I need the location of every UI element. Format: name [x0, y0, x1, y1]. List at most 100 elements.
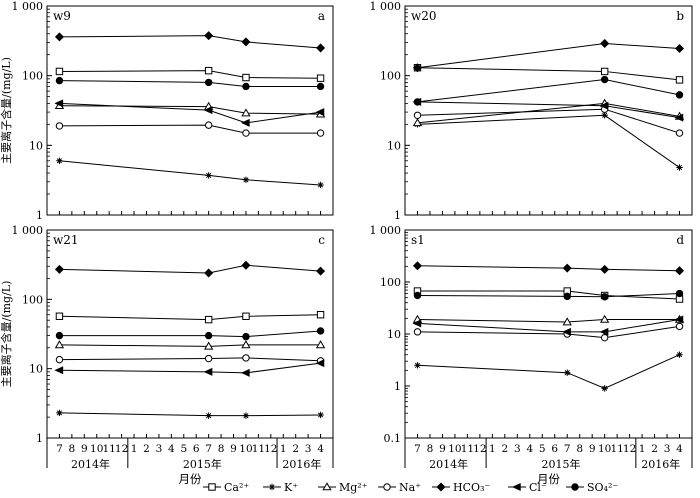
- data-point: [676, 164, 683, 171]
- data-point: [599, 101, 609, 110]
- series-circle-filled: [55, 327, 325, 341]
- data-point: [601, 385, 608, 392]
- x-tick-label: 7: [564, 443, 571, 455]
- data-point: [316, 129, 325, 137]
- data-point: [203, 341, 214, 350]
- series-line: [59, 124, 321, 134]
- site-label: w20: [411, 9, 437, 23]
- data-point: [316, 311, 325, 319]
- data-point: [242, 73, 250, 82]
- x-tick-label: 10: [239, 443, 252, 455]
- series-line: [59, 362, 321, 374]
- data-point: [599, 314, 610, 323]
- plot-frame: [404, 5, 693, 216]
- legend-label: SO₄²⁻: [587, 481, 618, 494]
- y-tick-label: 10: [387, 328, 401, 341]
- data-point: [676, 351, 683, 358]
- x-tick-label: 3: [514, 443, 521, 455]
- data-point: [204, 354, 213, 363]
- y-tick-label: 1 000: [12, 224, 44, 237]
- x-tick-label: 1: [131, 443, 138, 455]
- data-point: [412, 63, 422, 73]
- legend-label: K⁺: [284, 481, 298, 494]
- x-tick-label: 11: [252, 443, 265, 455]
- series-triangle-left-filled: [54, 359, 325, 377]
- site-label: s1: [411, 233, 425, 247]
- series-line: [417, 319, 680, 323]
- data-point: [316, 266, 326, 276]
- y-tick-label: 100: [22, 70, 43, 83]
- data-point: [564, 369, 571, 376]
- y-tick-label: 100: [380, 70, 401, 83]
- series-line: [59, 102, 321, 124]
- x-axis-label: 月份: [179, 472, 202, 486]
- x-tick-label: 12: [115, 443, 128, 455]
- x-tick-label: 8: [218, 443, 225, 455]
- data-point: [675, 91, 684, 99]
- plot-frame: [46, 229, 334, 439]
- data-point: [242, 412, 250, 419]
- series-triangle-open: [412, 314, 685, 326]
- x-tick-label: 8: [69, 443, 76, 455]
- data-point: [412, 261, 422, 271]
- data-point: [316, 43, 326, 53]
- data-point: [204, 331, 213, 340]
- series-line: [417, 102, 680, 124]
- data-point: [54, 366, 64, 375]
- x-tick-label: 8: [427, 443, 434, 455]
- series-line: [59, 344, 321, 347]
- data-point: [315, 359, 325, 368]
- year-label: 2015年: [541, 457, 580, 471]
- series-diamond-filled: [54, 31, 326, 53]
- x-tick-label: 7: [414, 443, 421, 455]
- data-point: [413, 111, 422, 119]
- legend-label: Cl⁻: [529, 481, 547, 494]
- panel-letter: a: [318, 9, 325, 23]
- data-point: [316, 74, 325, 82]
- series-circle-filled: [55, 76, 325, 91]
- data-point: [317, 181, 324, 189]
- data-point: [675, 322, 684, 331]
- data-point: [412, 319, 422, 328]
- y-tick-label: 10: [29, 139, 43, 152]
- y-tick-label: 100: [22, 293, 43, 306]
- legend-label: Na⁺: [399, 481, 421, 494]
- x-tick-label: 12: [473, 443, 486, 455]
- x-axis-label: 月份: [537, 472, 560, 486]
- legend-item: Ca²⁺: [203, 481, 249, 494]
- data-point: [55, 122, 64, 130]
- series-line: [59, 160, 321, 186]
- data-point: [55, 355, 64, 364]
- series-line: [417, 108, 680, 134]
- data-point: [316, 327, 325, 335]
- x-tick-label: 4: [676, 443, 683, 455]
- data-point: [562, 327, 571, 336]
- x-tick-label: 8: [576, 443, 583, 455]
- y-axis-label: 主要离子含量/(mg/L): [0, 281, 13, 388]
- series-triangle-open: [54, 340, 326, 350]
- data-point: [203, 367, 213, 376]
- data-point: [413, 98, 422, 106]
- x-tick-label: 1: [489, 443, 496, 455]
- series-diamond-filled: [412, 261, 685, 276]
- data-point: [203, 106, 213, 115]
- data-point: [241, 37, 251, 47]
- x-tick-label: 1: [639, 443, 646, 455]
- series-line: [417, 265, 680, 272]
- data-point: [242, 354, 250, 362]
- legend-label: Mg²⁺: [339, 481, 368, 494]
- series-line: [59, 314, 321, 321]
- y-tick-label: 1: [394, 380, 401, 393]
- data-point: [675, 289, 684, 298]
- x-tick-label: 7: [205, 443, 212, 455]
- series-line: [59, 105, 321, 115]
- x-tick-label: 4: [168, 443, 175, 455]
- data-point: [204, 315, 213, 324]
- series-line: [59, 70, 321, 79]
- series-diamond-filled: [54, 260, 326, 278]
- data-point: [601, 112, 608, 119]
- x-tick-label: 2: [651, 443, 658, 455]
- data-point: [412, 118, 423, 127]
- series-circle-filled: [413, 75, 684, 106]
